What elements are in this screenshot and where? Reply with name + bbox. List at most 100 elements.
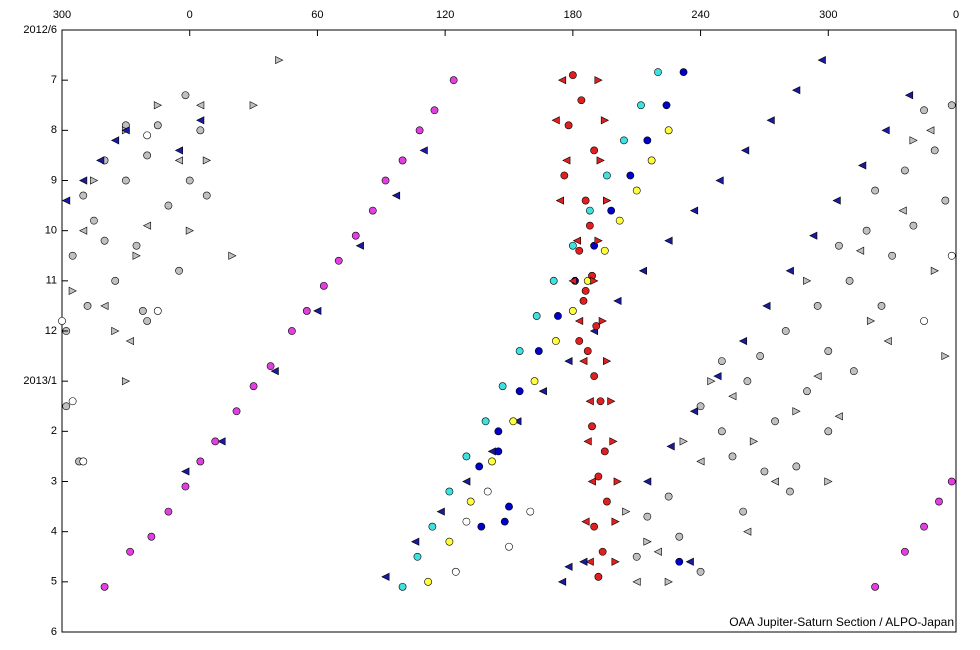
y-tick-label: 10	[45, 225, 57, 237]
x-tick-label: 180	[564, 9, 582, 21]
point	[696, 402, 705, 411]
point	[147, 532, 156, 541]
y-tick-label: 12	[45, 325, 57, 337]
point	[685, 557, 694, 566]
point	[449, 76, 458, 85]
x-tick-label: 120	[436, 9, 454, 21]
point	[728, 392, 737, 401]
point	[762, 301, 771, 311]
point	[111, 276, 120, 285]
point	[355, 241, 364, 250]
point	[174, 146, 183, 155]
point	[564, 121, 573, 130]
y-tick-label: 6	[51, 626, 57, 638]
point	[202, 156, 212, 165]
point	[813, 302, 822, 310]
point	[125, 336, 135, 346]
y-tick-label: 2	[51, 425, 57, 437]
point	[555, 196, 564, 205]
point	[947, 251, 956, 260]
point	[638, 266, 647, 275]
point	[594, 76, 603, 85]
point	[603, 357, 612, 366]
y-tick-label: 4	[51, 526, 57, 538]
point	[270, 367, 279, 376]
point	[632, 552, 641, 561]
point	[898, 206, 907, 215]
point	[935, 497, 943, 506]
point	[653, 547, 662, 556]
point	[562, 156, 571, 165]
point	[689, 206, 699, 215]
point	[689, 407, 699, 416]
point	[883, 336, 892, 346]
point	[560, 171, 569, 180]
point	[79, 176, 88, 185]
point	[164, 201, 173, 210]
point	[79, 226, 88, 235]
y-tick-label: 7	[51, 74, 57, 86]
point	[475, 462, 484, 471]
point	[153, 121, 162, 130]
point	[583, 437, 592, 446]
point	[717, 357, 726, 365]
point	[526, 507, 535, 516]
point	[196, 116, 205, 125]
point	[61, 196, 71, 205]
point	[564, 357, 573, 366]
point	[581, 286, 590, 295]
point	[654, 68, 662, 77]
point	[760, 467, 769, 476]
point	[143, 131, 152, 140]
point	[153, 101, 163, 110]
point	[572, 236, 582, 245]
x-tick-label: 0	[187, 9, 193, 21]
point	[185, 176, 194, 185]
point	[302, 307, 311, 315]
point	[466, 497, 475, 506]
y-tick-label: 9	[51, 174, 57, 186]
point	[79, 191, 88, 200]
point	[368, 206, 377, 215]
point	[832, 196, 841, 205]
point	[181, 91, 190, 100]
point	[741, 146, 750, 155]
point	[920, 317, 928, 325]
point	[930, 266, 939, 275]
point	[620, 136, 628, 145]
point	[909, 221, 918, 230]
point	[909, 136, 918, 145]
point	[835, 241, 843, 250]
point	[920, 522, 928, 531]
point	[494, 447, 503, 456]
point	[138, 307, 147, 315]
point	[664, 577, 673, 586]
point	[643, 136, 652, 145]
point	[871, 582, 880, 591]
point	[181, 482, 190, 491]
point	[249, 101, 258, 110]
point	[594, 236, 603, 245]
point	[771, 417, 779, 426]
point	[786, 487, 794, 496]
point	[845, 276, 854, 285]
point	[583, 347, 592, 355]
point	[824, 477, 833, 486]
point	[643, 537, 652, 546]
point	[632, 577, 641, 586]
point	[445, 537, 454, 546]
point	[866, 316, 876, 326]
point	[175, 266, 183, 275]
point	[568, 71, 577, 80]
x-tick-label: 60	[311, 9, 323, 21]
point	[607, 206, 616, 215]
point	[643, 512, 652, 521]
x-tick-label: 240	[691, 9, 709, 21]
y-tick-label: 2012/6	[23, 24, 57, 36]
point	[596, 156, 605, 165]
point	[647, 156, 656, 165]
point	[181, 467, 190, 476]
point	[121, 377, 131, 386]
point	[904, 91, 914, 100]
point	[549, 276, 558, 285]
